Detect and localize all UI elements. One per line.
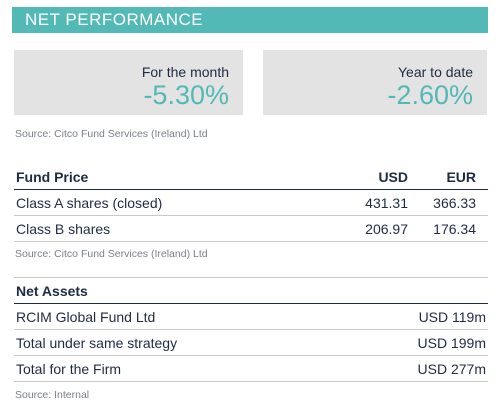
asset-value: USD 119m xyxy=(418,309,486,325)
table-row: Class A shares (closed) 431.31 366.33 xyxy=(14,190,488,216)
ytd-label: Year to date xyxy=(398,64,473,80)
share-class-label: Class B shares xyxy=(16,221,111,237)
fund-price-source: Source: Citco Fund Services (Ireland) Lt… xyxy=(15,248,208,260)
ytd-performance-box: Year to date -2.60% xyxy=(263,50,487,115)
asset-value: USD 277m xyxy=(417,361,486,377)
asset-value: USD 199m xyxy=(417,335,486,351)
net-assets-header-row: Net Assets xyxy=(14,278,488,304)
fund-price-title: Fund Price xyxy=(16,169,89,185)
usd-price: 206.97 xyxy=(365,221,408,237)
table-row: Total for the Firm USD 277m xyxy=(14,356,488,382)
section-title: NET PERFORMANCE xyxy=(25,10,204,29)
usd-price: 431.31 xyxy=(365,195,408,211)
month-value: -5.30% xyxy=(143,80,229,110)
asset-label: Total under same strategy xyxy=(16,335,178,351)
eur-price: 176.34 xyxy=(433,221,476,237)
ytd-value: -2.60% xyxy=(387,80,473,110)
net-assets-source: Source: Internal xyxy=(15,389,90,401)
month-label: For the month xyxy=(141,64,229,80)
table-row: RCIM Global Fund Ltd USD 119m xyxy=(14,304,488,330)
performance-source: Source: Citco Fund Services (Ireland) Lt… xyxy=(15,128,208,140)
net-assets-title: Net Assets xyxy=(16,283,88,299)
eur-price: 366.33 xyxy=(433,195,476,211)
asset-label: RCIM Global Fund Ltd xyxy=(16,309,156,325)
share-class-label: Class A shares (closed) xyxy=(16,195,163,211)
asset-label: Total for the Firm xyxy=(16,361,122,377)
fund-price-header-row: Fund Price USD EUR xyxy=(14,164,488,190)
table-row: Class B shares 206.97 176.34 xyxy=(14,216,488,242)
section-banner: NET PERFORMANCE xyxy=(12,7,488,33)
table-divider xyxy=(14,277,488,278)
table-row: Total under same strategy USD 199m xyxy=(14,330,488,356)
usd-column-header: USD xyxy=(378,169,408,185)
eur-column-header: EUR xyxy=(446,169,476,185)
month-performance-box: For the month -5.30% xyxy=(14,50,243,115)
